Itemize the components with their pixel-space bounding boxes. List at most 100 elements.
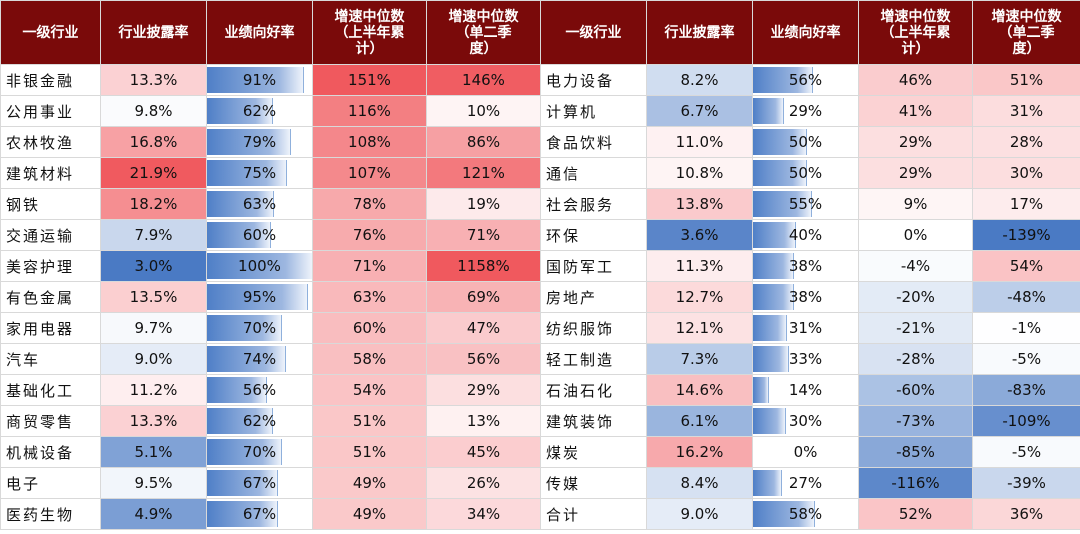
left-disclosure-cell: 13.5% xyxy=(100,281,207,313)
right-disclosure-cell: 8.4% xyxy=(646,467,753,499)
header-line: （上半年累 xyxy=(334,24,405,41)
left-positive-cell: 62% xyxy=(206,95,313,127)
positive-rate-value: 74% xyxy=(242,350,277,368)
header-left-positive-rate: 业绩向好率 xyxy=(206,0,313,65)
left-positive-cell: 56% xyxy=(206,374,313,406)
right-h1-cell: -20% xyxy=(858,281,973,313)
table-row: 建筑材料 21.9% 75% 107% 121% 通信 10.8% 50% 29% 30% xyxy=(0,157,1080,189)
positive-rate-value: 31% xyxy=(788,319,823,337)
left-industry-cell: 机械设备 xyxy=(0,436,101,468)
positive-rate-bar xyxy=(753,315,787,341)
left-positive-cell: 79% xyxy=(206,126,313,158)
positive-rate-value: 29% xyxy=(788,102,823,120)
positive-rate-bar xyxy=(207,160,287,186)
right-q2-cell: -109% xyxy=(972,405,1080,437)
left-h1-cell: 54% xyxy=(312,374,427,406)
left-disclosure-cell: 13.3% xyxy=(100,64,207,96)
positive-rate-bar xyxy=(753,501,815,527)
positive-rate-value: 58% xyxy=(788,505,823,523)
table-row: 汽车 9.0% 74% 58% 56% 轻工制造 7.3% 33% -28% -5% xyxy=(0,343,1080,375)
table-row: 商贸零售 13.3% 62% 51% 13% 建筑装饰 6.1% 30% -73% -109% xyxy=(0,405,1080,437)
table-row: 机械设备 5.1% 70% 51% 45% 煤炭 16.2% 0% -85% -5% xyxy=(0,436,1080,468)
right-q2-cell: 28% xyxy=(972,126,1080,158)
left-disclosure-cell: 9.7% xyxy=(100,312,207,344)
right-h1-cell: -28% xyxy=(858,343,973,375)
left-q2-cell: 45% xyxy=(426,436,541,468)
positive-rate-bar xyxy=(207,284,308,310)
header-line: （单二季 xyxy=(455,24,512,41)
right-h1-cell: 46% xyxy=(858,64,973,96)
positive-rate-bar xyxy=(753,191,812,217)
right-disclosure-cell: 11.0% xyxy=(646,126,753,158)
header-line: 增速中位数 xyxy=(880,8,951,25)
right-positive-cell: 14% xyxy=(752,374,859,406)
right-disclosure-cell: 9.0% xyxy=(646,498,753,530)
left-industry-cell: 商贸零售 xyxy=(0,405,101,437)
left-industry-cell: 美容护理 xyxy=(0,250,101,282)
positive-rate-value: 38% xyxy=(788,288,823,306)
right-h1-cell: -116% xyxy=(858,467,973,499)
left-industry-cell: 交通运输 xyxy=(0,219,101,251)
left-disclosure-cell: 21.9% xyxy=(100,157,207,189)
right-positive-cell: 50% xyxy=(752,126,859,158)
left-industry-cell: 建筑材料 xyxy=(0,157,101,189)
positive-rate-value: 60% xyxy=(242,226,277,244)
positive-rate-value: 75% xyxy=(242,164,277,182)
header-line: 一级行业 xyxy=(565,24,622,41)
right-industry-cell: 建筑装饰 xyxy=(540,405,647,437)
right-industry-cell: 合计 xyxy=(540,498,647,530)
header-left-h1-growth-median: 增速中位数 （上半年累 计） xyxy=(312,0,427,65)
left-positive-cell: 91% xyxy=(206,64,313,96)
right-industry-cell: 社会服务 xyxy=(540,188,647,220)
positive-rate-bar xyxy=(207,191,275,217)
right-industry-cell: 煤炭 xyxy=(540,436,647,468)
positive-rate-bar xyxy=(207,377,267,403)
right-positive-cell: 40% xyxy=(752,219,859,251)
left-industry-cell: 非银金融 xyxy=(0,64,101,96)
right-disclosure-cell: 16.2% xyxy=(646,436,753,468)
right-h1-cell: 41% xyxy=(858,95,973,127)
positive-rate-value: 67% xyxy=(242,474,277,492)
right-industry-cell: 石油石化 xyxy=(540,374,647,406)
header-line: 业绩向好率 xyxy=(770,24,841,41)
left-industry-cell: 医药生物 xyxy=(0,498,101,530)
right-industry-cell: 传媒 xyxy=(540,467,647,499)
positive-rate-value: 30% xyxy=(788,412,823,430)
left-positive-cell: 67% xyxy=(206,467,313,499)
right-h1-cell: -60% xyxy=(858,374,973,406)
right-h1-cell: -21% xyxy=(858,312,973,344)
table-row: 交通运输 7.9% 60% 76% 71% 环保 3.6% 40% 0% -139% xyxy=(0,219,1080,251)
table-row: 基础化工 11.2% 56% 54% 29% 石油石化 14.6% 14% -60% -83% xyxy=(0,374,1080,406)
positive-rate-value: 100% xyxy=(238,257,281,275)
table-row: 钢铁 18.2% 63% 78% 19% 社会服务 13.8% 55% 9% 17% xyxy=(0,188,1080,220)
left-h1-cell: 71% xyxy=(312,250,427,282)
positive-rate-bar xyxy=(207,501,279,527)
header-right-h1-growth-median: 增速中位数 （上半年累 计） xyxy=(858,0,973,65)
left-positive-cell: 75% xyxy=(206,157,313,189)
positive-rate-value: 33% xyxy=(788,350,823,368)
right-positive-cell: 58% xyxy=(752,498,859,530)
right-h1-cell: -4% xyxy=(858,250,973,282)
positive-rate-value: 27% xyxy=(788,474,823,492)
left-industry-cell: 电子 xyxy=(0,467,101,499)
left-q2-cell: 13% xyxy=(426,405,541,437)
right-q2-cell: 31% xyxy=(972,95,1080,127)
right-q2-cell: 54% xyxy=(972,250,1080,282)
left-disclosure-cell: 11.2% xyxy=(100,374,207,406)
positive-rate-value: 67% xyxy=(242,505,277,523)
positive-rate-value: 95% xyxy=(242,288,277,306)
right-q2-cell: -48% xyxy=(972,281,1080,313)
left-disclosure-cell: 16.8% xyxy=(100,126,207,158)
table-row: 家用电器 9.7% 70% 60% 47% 纺织服饰 12.1% 31% -21% -1% xyxy=(0,312,1080,344)
left-h1-cell: 107% xyxy=(312,157,427,189)
right-positive-cell: 30% xyxy=(752,405,859,437)
header-row: 一级行业 行业披露率 业绩向好率 增速中位数 （上半年累 计） 增速中位数 （单二季 度） 一级行… xyxy=(0,0,1080,65)
header-line: 行业披露率 xyxy=(664,24,735,41)
positive-rate-value: 62% xyxy=(242,412,277,430)
header-line: 度） xyxy=(469,40,498,57)
right-disclosure-cell: 6.7% xyxy=(646,95,753,127)
positive-rate-value: 56% xyxy=(788,71,823,89)
right-q2-cell: -5% xyxy=(972,343,1080,375)
right-positive-cell: 31% xyxy=(752,312,859,344)
